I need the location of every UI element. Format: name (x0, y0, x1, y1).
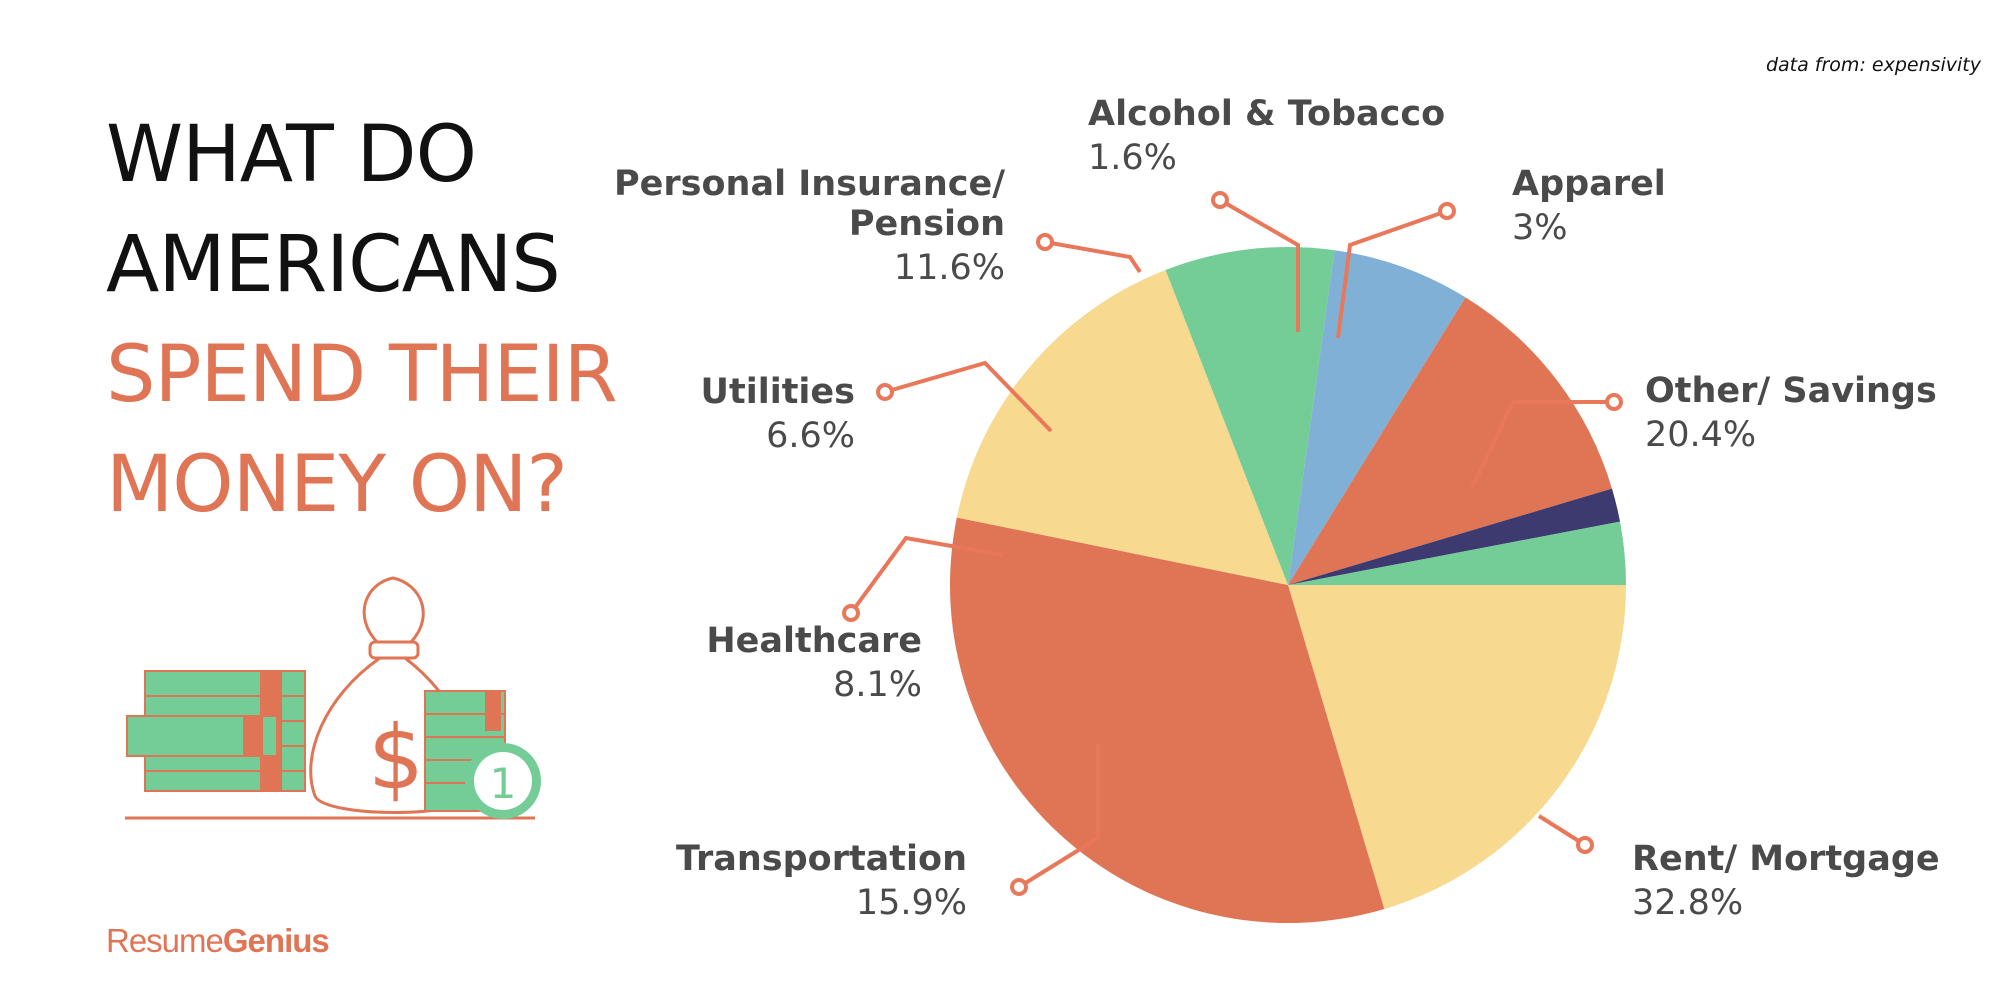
slice-value-apparel: 3% (1512, 208, 1568, 248)
slice-label-rent-mortgage: Rent/ Mortgage (1632, 839, 1940, 879)
headline-line-1: WHAT DO (106, 110, 477, 200)
leader-line-utilities (884, 360, 1053, 433)
slice-value-other-savings: 20.4% (1645, 415, 1756, 455)
leader-line-personal-insurance-pension (1044, 240, 1142, 274)
cash-stack-left-icon (120, 670, 535, 820)
leader-line-healthcare (849, 535, 1004, 615)
slice-value-rent-mortgage: 32.8% (1632, 883, 1743, 923)
slice-label-personal-insurance-pension-line-1: Personal Insurance/ (614, 164, 1005, 204)
pie-slice-healthcare (1165, 247, 1335, 585)
leader-line-rent-mortgage (1537, 814, 1587, 847)
svg-text:$: $ (368, 706, 424, 809)
brand-logo-part-1: Resume (106, 922, 224, 959)
leader-line-other-savings (1470, 400, 1614, 489)
slice-value-personal-insurance-pension: 11.6% (894, 248, 1005, 288)
slice-label-other-savings: Other/ Savings (1645, 371, 1937, 411)
leader-dot-rent-mortgage (1576, 836, 1594, 854)
pie-slice-utilities (1288, 250, 1466, 585)
pie-slice-rent-mortgage (950, 517, 1385, 923)
leader-dot-alcohol-tobacco (1211, 191, 1229, 209)
slice-label-utilities: Utilities (701, 372, 855, 412)
headline-line-3: SPEND THEIR (106, 330, 618, 420)
leader-dot-transportation (1010, 878, 1028, 896)
leader-dot-other-savings (1605, 393, 1623, 411)
money-bag-and-cash-icon: $ 1 (120, 566, 545, 830)
slice-label-personal-insurance-pension-line-2: Pension (849, 204, 1005, 244)
slice-label-alcohol-tobacco: Alcohol & Tobacco (1088, 94, 1445, 134)
slice-label-healthcare: Healthcare (706, 621, 922, 661)
coin-label: 1 (490, 759, 517, 808)
pie-slice-transportation (956, 269, 1288, 585)
brand-logo: ResumeGenius (106, 922, 330, 960)
pie-slice-other-savings (1288, 585, 1626, 909)
leader-dot-personal-insurance-pension (1036, 233, 1054, 251)
slice-label-transportation: Transportation (676, 839, 967, 879)
leader-line-alcohol-tobacco (1219, 198, 1300, 332)
leader-dot-healthcare (842, 604, 860, 622)
slice-label-apparel: Apparel (1512, 164, 1666, 204)
slice-value-utilities: 6.6% (766, 416, 855, 456)
data-source-note: data from: expensivity (1765, 54, 1981, 76)
slice-value-alcohol-tobacco: 1.6% (1088, 138, 1177, 178)
slice-value-healthcare: 8.1% (833, 665, 922, 705)
headline-line-2: AMERICANS (106, 220, 561, 310)
leader-dot-apparel (1438, 202, 1456, 220)
coin-icon: 1 (465, 743, 541, 819)
brand-logo-part-2: Genius (222, 922, 330, 959)
leader-line-transportation (1017, 744, 1100, 889)
leader-dot-utilities (876, 383, 894, 401)
pie-slice-apparel (1288, 521, 1626, 585)
leader-line-apparel (1336, 209, 1448, 339)
pie-slice-alcohol-tobacco (1288, 488, 1621, 585)
headline: WHAT DO AMERICANS SPEND THEIR MONEY ON? (106, 100, 618, 540)
headline-line-4: MONEY ON? (106, 440, 568, 530)
pie-slice-personal-insurance-pension (1288, 297, 1612, 585)
slice-value-transportation: 15.9% (856, 883, 967, 923)
